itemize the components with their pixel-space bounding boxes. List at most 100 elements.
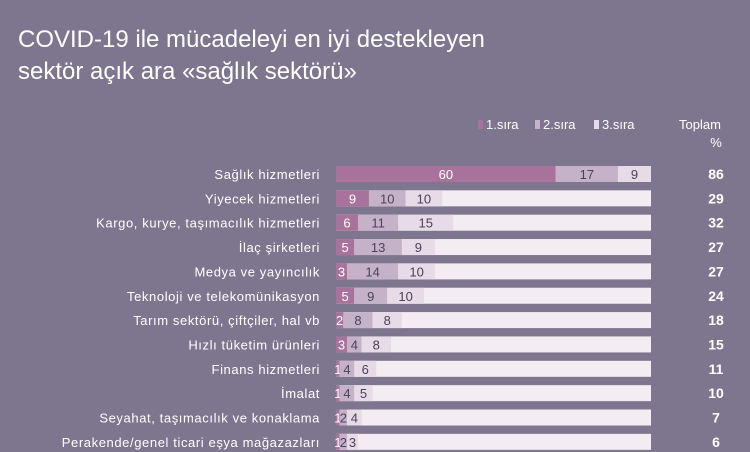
- data-label-1: 1: [334, 435, 341, 450]
- total-value: 29: [708, 190, 724, 206]
- category-label: Medya ve yayıncılık: [194, 264, 320, 279]
- data-label-2: 11: [371, 216, 385, 231]
- data-label-3: 10: [417, 191, 431, 206]
- total-value: 15: [708, 336, 724, 352]
- category-label: Hızlı tüketim ürünleri: [188, 337, 320, 352]
- data-label-2: 10: [380, 191, 394, 206]
- bar-segment-1: [336, 409, 340, 426]
- legend-label-1: 1.sıra: [486, 117, 519, 132]
- data-label-2: 4: [351, 337, 358, 352]
- total-value: 32: [708, 215, 724, 231]
- total-value: 18: [708, 312, 724, 328]
- bar-track: [336, 360, 651, 377]
- bar-segment-1: [336, 287, 355, 304]
- bar-segment-3: [618, 166, 651, 182]
- bar-segment-3: [405, 190, 443, 207]
- bar-segment-1: [336, 360, 340, 377]
- bar-segment-3: [398, 214, 454, 231]
- bar-segment-3: [398, 263, 435, 280]
- total-value: 27: [708, 263, 724, 279]
- category-label: Perakende/genel ticari eşya mağazazları: [62, 435, 320, 450]
- legend-swatch-3: [594, 120, 599, 129]
- total-value: 6: [712, 434, 720, 450]
- category-label: Seyahat, taşımacılık ve konaklama: [99, 411, 320, 426]
- bar-segment-2: [555, 166, 619, 182]
- bar-segment-3: [387, 287, 424, 304]
- data-label-2: 9: [367, 289, 374, 304]
- total-value: 7: [712, 410, 720, 426]
- legend-swatch-1: [478, 120, 483, 129]
- category-label: Teknoloji ve telekomünikasyon: [127, 289, 320, 304]
- bar-segment-2: [339, 385, 355, 402]
- total-value: 27: [708, 239, 724, 255]
- chart-title-line-2: sektör açık ara «sağlık sektörü»: [18, 58, 357, 85]
- category-label: Yiyecek hizmetleri: [205, 191, 320, 206]
- total-header-unit: %: [710, 135, 722, 150]
- category-label: Kargo, kurye, taşımacılık hizmetleri: [96, 216, 320, 231]
- data-label-3: 6: [362, 362, 369, 377]
- data-label-2: 14: [365, 264, 379, 279]
- total-value: 24: [708, 288, 724, 304]
- data-label-3: 10: [398, 289, 412, 304]
- legend-label-3: 3.sıra: [602, 117, 635, 132]
- legend-swatch-2: [535, 120, 540, 129]
- data-label-2: 8: [354, 313, 361, 328]
- data-label-1: 3: [338, 337, 345, 352]
- bar-segment-2: [354, 239, 402, 256]
- category-label: Sağlık hizmetleri: [214, 167, 320, 182]
- data-label-2: 4: [343, 362, 350, 377]
- bar-segment-1: [336, 214, 358, 231]
- data-label-1: 60: [439, 167, 453, 182]
- category-label: İmalat: [281, 386, 320, 401]
- chart-title-line-1: COVID-19 ile mücadeleyi en iyi destekley…: [18, 26, 485, 53]
- data-label-3: 4: [351, 411, 358, 426]
- category-label: Finans hizmetleri: [212, 362, 320, 377]
- bar-segment-1: [336, 433, 340, 450]
- data-label-3: 10: [409, 264, 423, 279]
- bar-segment-1: [336, 263, 347, 280]
- bar-track: [336, 336, 651, 353]
- data-label-3: 15: [419, 216, 433, 231]
- data-label-1: 9: [349, 191, 356, 206]
- data-label-1: 5: [342, 289, 349, 304]
- total-value: 86: [708, 166, 724, 182]
- data-label-1: 2: [336, 313, 343, 328]
- data-label-1: 1: [334, 362, 341, 377]
- data-label-3: 3: [349, 435, 356, 450]
- legend-label-2: 2.sıra: [543, 117, 576, 132]
- data-label-1: 6: [343, 216, 350, 231]
- data-label-3: 8: [384, 313, 391, 328]
- bar-segment-3: [361, 336, 391, 353]
- bar-segment-3: [346, 433, 358, 450]
- data-label-3: 9: [631, 167, 638, 182]
- bar-segment-2: [346, 263, 399, 280]
- total-header: Toplam: [679, 117, 721, 132]
- data-label-2: 13: [371, 240, 385, 255]
- bar-segment-2: [339, 409, 347, 426]
- data-label-1: 5: [342, 240, 349, 255]
- category-label: Tarım sektörü, çiftçiler, hal vb: [133, 313, 320, 328]
- bar-segment-2: [343, 312, 373, 329]
- data-label-2: 4: [343, 386, 350, 401]
- data-label-1: 1: [334, 411, 341, 426]
- bar-segment-3: [346, 409, 362, 426]
- bar-segment-3: [401, 239, 435, 256]
- data-label-3: 9: [415, 240, 422, 255]
- data-label-1: 1: [334, 386, 341, 401]
- bar-track: [336, 312, 651, 329]
- bar-segment-1: [336, 239, 355, 256]
- total-value: 11: [709, 361, 724, 377]
- data-label-2: 2: [340, 435, 347, 450]
- bar-segment-1: [336, 190, 369, 207]
- data-label-3: 8: [373, 337, 380, 352]
- data-label-2: 2: [340, 411, 347, 426]
- category-label: İlaç şirketleri: [239, 240, 320, 255]
- bar-track: [336, 409, 651, 426]
- bar-segment-2: [339, 360, 355, 377]
- bar-segment-3: [372, 312, 402, 329]
- bar-track: [336, 433, 651, 450]
- bar-segment-1: [336, 312, 344, 329]
- bar-segment-1: [336, 385, 340, 402]
- total-value: 10: [708, 385, 724, 401]
